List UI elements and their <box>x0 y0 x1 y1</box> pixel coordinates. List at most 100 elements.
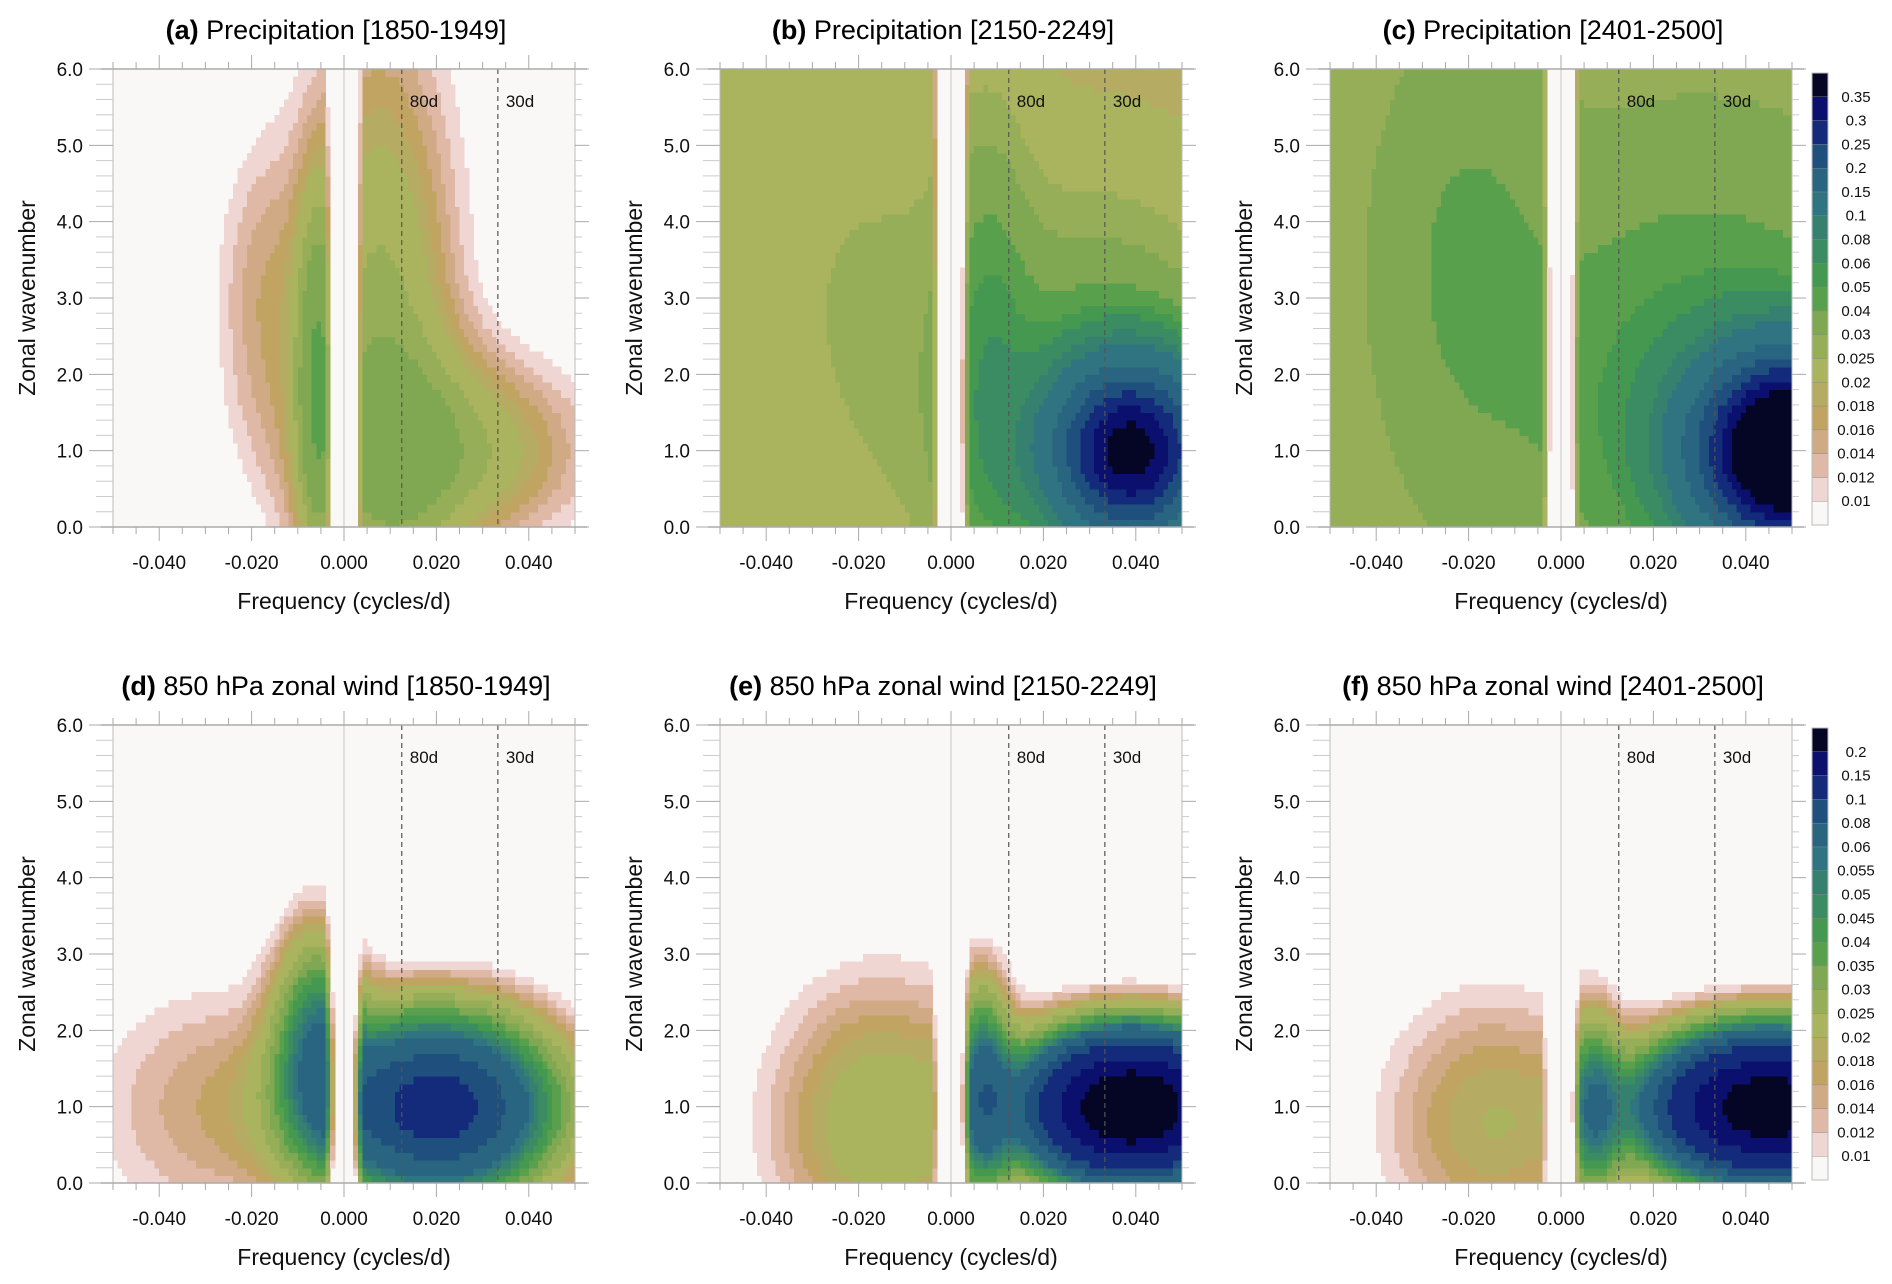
contour-cell <box>247 321 252 329</box>
contour-cell <box>265 237 270 245</box>
contour-cell <box>501 443 506 451</box>
contour-cell <box>533 351 538 359</box>
contour-cell <box>238 351 243 359</box>
contour-cell <box>312 466 317 474</box>
contour-cell <box>413 245 418 253</box>
contour-cell <box>427 122 432 130</box>
contour-cell <box>386 435 391 443</box>
contour-cell <box>775 69 780 77</box>
contour-cell <box>725 161 730 169</box>
contour-cell <box>441 474 446 482</box>
contour-cell <box>840 313 845 321</box>
contour-cell <box>789 496 794 504</box>
contour-cell <box>785 382 790 390</box>
contour-cell <box>446 435 451 443</box>
contour-cell <box>836 405 841 413</box>
contour-cell <box>376 145 381 153</box>
contour-cell <box>224 321 229 329</box>
contour-cell <box>256 161 261 169</box>
contour-cell <box>307 512 312 520</box>
contour-cell <box>547 405 552 413</box>
contour-cell <box>284 138 289 146</box>
contour-cell <box>238 367 243 375</box>
contour-cell <box>450 359 455 367</box>
contour-cell <box>817 168 822 176</box>
contour-cell <box>766 428 771 436</box>
contour-cell <box>725 458 730 466</box>
contour-cell <box>233 374 238 382</box>
contour-cell <box>446 161 451 169</box>
contour-cell <box>836 275 841 283</box>
contour-cell <box>738 435 743 443</box>
contour-cell <box>822 184 827 192</box>
contour-cell <box>386 130 391 138</box>
contour-cell <box>771 184 776 192</box>
contour-cell <box>372 512 377 520</box>
contour-cell <box>775 229 780 237</box>
contour-cell <box>720 481 725 489</box>
contour-cell <box>279 443 284 451</box>
contour-cell <box>780 92 785 100</box>
contour-cell <box>775 84 780 92</box>
contour-cell <box>367 184 372 192</box>
contour-cell <box>826 77 831 85</box>
contour-cell <box>252 237 257 245</box>
contour-cell <box>822 512 827 520</box>
contour-cell <box>543 474 548 482</box>
contour-cell <box>506 504 511 512</box>
contour-cell <box>520 351 525 359</box>
contour-cell <box>734 504 739 512</box>
contour-cell <box>279 115 284 123</box>
contour-cell <box>293 237 298 245</box>
contour-cell <box>836 260 841 268</box>
contour-cell <box>386 367 391 375</box>
contour-cell <box>256 458 261 466</box>
contour-cell <box>390 344 395 352</box>
contour-cell <box>279 359 284 367</box>
contour-cell <box>265 435 270 443</box>
contour-cell <box>275 458 280 466</box>
contour-cell <box>789 351 794 359</box>
contour-cell <box>321 474 326 482</box>
contour-cell <box>307 100 312 108</box>
contour-cell <box>849 504 854 512</box>
contour-cell <box>515 405 520 413</box>
contour-cell <box>473 451 478 459</box>
contour-cell <box>362 313 367 321</box>
contour-cell <box>789 84 794 92</box>
contour-cell <box>808 413 813 421</box>
contour-cell <box>418 69 423 77</box>
contour-cell <box>492 512 497 520</box>
contour-cell <box>395 351 400 359</box>
contour-cell <box>785 283 790 291</box>
contour-cell <box>252 336 257 344</box>
contour-cell <box>302 161 307 169</box>
contour-cell <box>729 420 734 428</box>
contour-cell <box>423 206 428 214</box>
contour-cell <box>780 428 785 436</box>
contour-cell <box>446 306 451 314</box>
contour-cell <box>473 512 478 520</box>
contour-cell <box>515 374 520 382</box>
contour-cell <box>775 329 780 337</box>
contour-cell <box>817 191 822 199</box>
contour-cell <box>275 435 280 443</box>
contour-cell <box>233 397 238 405</box>
contour-cell <box>409 130 414 138</box>
contour-cell <box>441 489 446 497</box>
contour-cell <box>506 344 511 352</box>
contour-cell <box>831 222 836 230</box>
contour-cell <box>372 306 377 314</box>
contour-cell <box>381 138 386 146</box>
contour-cell <box>395 206 400 214</box>
contour-cell <box>771 367 776 375</box>
contour-cell <box>460 344 465 352</box>
contour-cell <box>275 351 280 359</box>
contour-cell <box>404 161 409 169</box>
contour-cell <box>413 351 418 359</box>
contour-cell <box>817 260 822 268</box>
contour-cell <box>748 260 753 268</box>
contour-cell <box>464 344 469 352</box>
contour-cell <box>418 443 423 451</box>
contour-cell <box>552 390 557 398</box>
